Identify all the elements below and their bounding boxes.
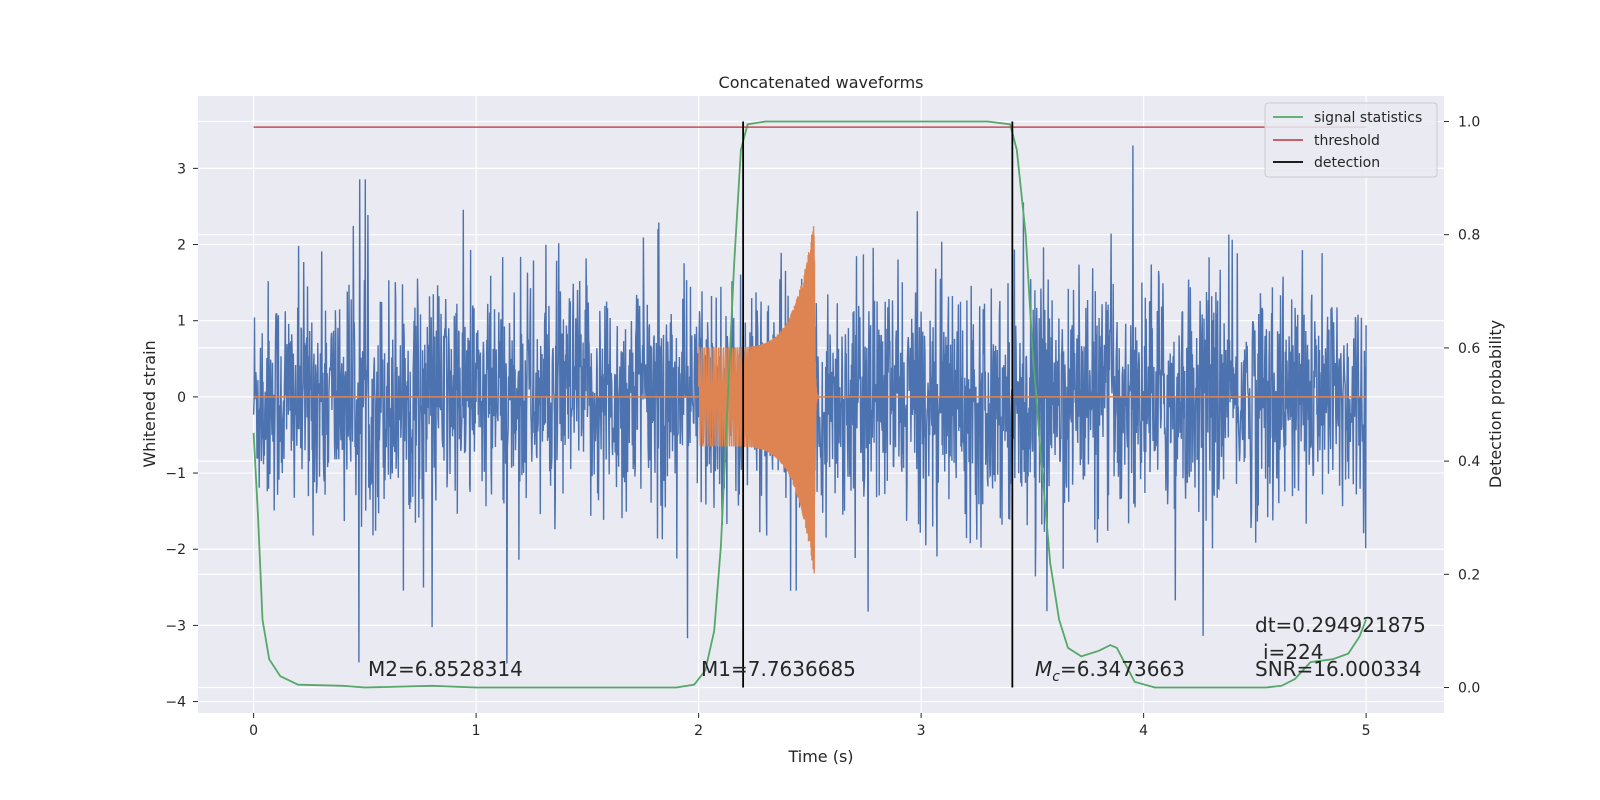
x-tick-label: 4	[1139, 723, 1148, 739]
x-axis-label: Time (s)	[787, 747, 853, 766]
y-tick-label: −1	[165, 466, 186, 482]
legend-label-detection: detection	[1314, 155, 1380, 171]
series-layer	[252, 120, 1367, 689]
y2-tick-label: 0.4	[1458, 454, 1480, 470]
annotation-m1: M1=7.7636685	[701, 657, 856, 681]
signal-statistics-line	[252, 120, 1367, 689]
y-tick-label: 0	[177, 390, 186, 406]
annotation-dt: dt=0.294921875	[1255, 613, 1426, 637]
y2-tick-label: 0.0	[1458, 681, 1480, 697]
annotation-mc-value: =6.3473663	[1060, 657, 1185, 681]
x-tick-label: 0	[249, 723, 258, 739]
legend-label-threshold: threshold	[1314, 133, 1380, 149]
y2-grid	[198, 120, 1444, 689]
x-tick-label: 1	[472, 723, 481, 739]
chirp-series-line	[697, 226, 820, 574]
annotation-mc: Mc=6.3473663	[1035, 657, 1185, 685]
annotation-snr: SNR=16.000334	[1255, 657, 1421, 681]
x-tick-label: 5	[1362, 723, 1371, 739]
y2-tick-label: 1.0	[1458, 114, 1480, 130]
annotation-mc-symbol: M	[1035, 657, 1052, 681]
y-tick-label: −3	[165, 618, 186, 634]
ticks: 0 1 2 3 4 5 −4 −3 −2 −1 0 1 2 3 0.0 0.2 0.4 0.6 0.8 1.0	[165, 114, 1480, 739]
annotation-i: i=224	[1263, 640, 1324, 664]
y-tick-label: 2	[177, 238, 186, 254]
y-tick-label: 3	[177, 161, 186, 177]
y2-axis-label: Detection probability	[1486, 320, 1505, 488]
y2-tick-label: 0.6	[1458, 341, 1480, 357]
legend-box	[1264, 102, 1438, 178]
annotation-mc-sub: c	[1052, 669, 1060, 685]
y-tick-label: 1	[177, 314, 186, 330]
y2-tick-label: 0.8	[1458, 228, 1480, 244]
chart-title: Concatenated waveforms	[719, 73, 924, 92]
x-tick-label: 3	[917, 723, 926, 739]
y-tick-label: −4	[165, 695, 186, 711]
annotation-m2: M2=6.8528314	[368, 657, 523, 681]
y-tick-label: −2	[165, 542, 186, 558]
y2-tick-label: 0.2	[1458, 567, 1480, 583]
x-tick-label: 2	[694, 723, 703, 739]
legend: signal statistics threshold detection	[1264, 102, 1438, 178]
y-axis-label: Whitened strain	[140, 340, 159, 467]
legend-label-signal-statistics: signal statistics	[1314, 110, 1422, 126]
